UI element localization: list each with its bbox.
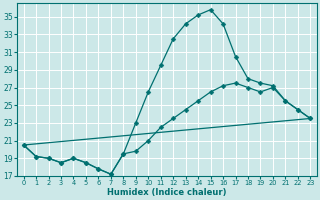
X-axis label: Humidex (Indice chaleur): Humidex (Indice chaleur) [107, 188, 227, 197]
